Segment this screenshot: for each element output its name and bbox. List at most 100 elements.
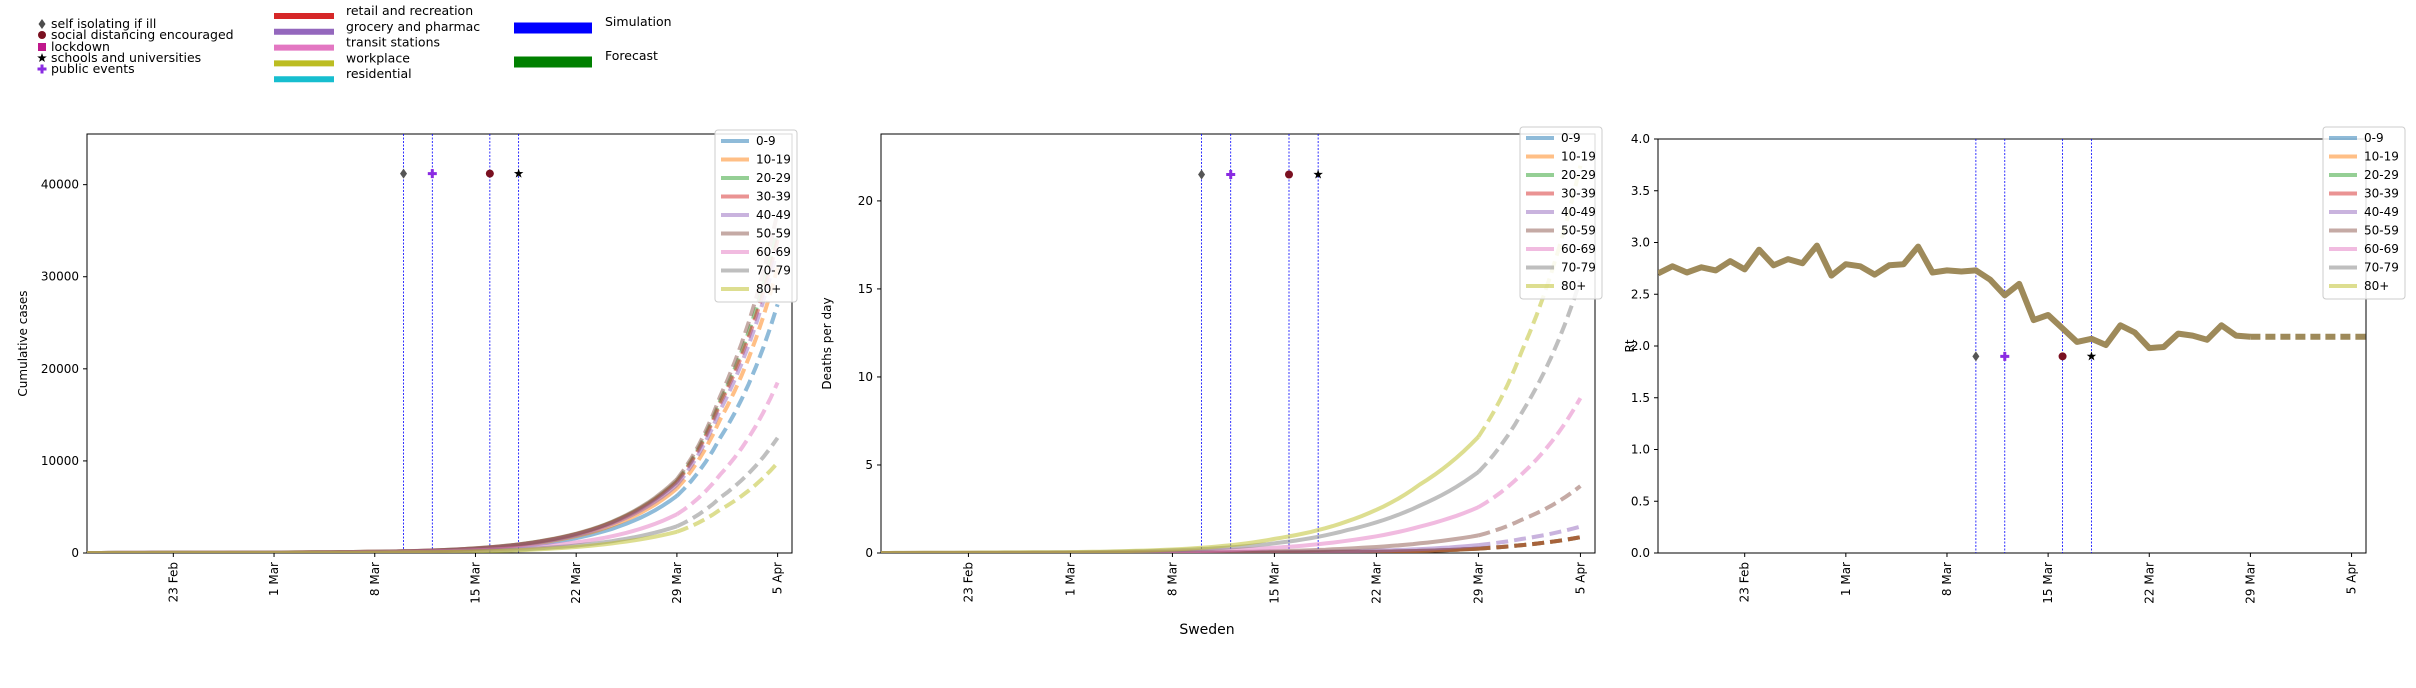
chart-panel-1: 0 10000 20000 30000 40000 23 Feb 1 Mar 8 Mar 15 …: [16, 129, 798, 604]
legend-entry: 20-29: [2364, 168, 2399, 182]
legend-label-mobility: transit stations: [346, 35, 440, 50]
intervention-marker: [2058, 352, 2067, 361]
legend-entry: 80+: [2364, 279, 2389, 293]
legend-label-intervention: social distancing encouraged: [51, 27, 234, 42]
legend-entry: 40-49: [2364, 205, 2399, 219]
legend-box: [714, 129, 798, 303]
legend-entry: 80+: [1561, 279, 1586, 293]
intervention-marker: [485, 169, 494, 178]
rt-line-simulation: [1658, 242, 2251, 352]
y-tick-label: 4.0: [1631, 132, 1650, 146]
intervention-marker: [1226, 169, 1236, 179]
x-tick-label: 8 Mar: [1940, 562, 1954, 596]
legend-entry: 80+: [756, 282, 781, 296]
y-tick-label: 3.0: [1631, 236, 1650, 250]
age-group-legend: 0-9 10-19 20-29 30-39 40-49 50-59 60-69 70-79 80…: [2322, 126, 2406, 300]
legend-entry: 60-69: [2364, 242, 2399, 256]
legend-entry: 0-9: [756, 134, 776, 148]
series-line-forecast: [675, 381, 780, 516]
x-tick-label: 23 Feb: [961, 562, 975, 602]
legend-entry: 30-39: [756, 190, 791, 204]
y-tick-label: 5: [865, 458, 873, 472]
x-tick-label: 5 Apr: [2345, 562, 2359, 594]
legend-label-mobility: residential: [346, 66, 412, 81]
x-tick-label: 8 Mar: [368, 562, 382, 596]
age-group-legend: 0-9 10-19 20-29 30-39 40-49 50-59 60-69 70-79 80…: [1519, 126, 1603, 300]
footer-country-label: Sweden: [1179, 622, 1234, 638]
y-tick-label: 0.0: [1631, 546, 1650, 560]
legend-entry: 70-79: [2364, 261, 2399, 275]
y-tick-label: 20000: [41, 362, 79, 376]
y-tick-label: 0: [865, 546, 873, 560]
series-line-forecast: [676, 436, 780, 529]
legend-box: [1519, 126, 1603, 300]
legend-entry: 30-39: [2364, 187, 2399, 201]
legend-entry: 20-29: [756, 171, 791, 185]
series-line-forecast: [1477, 397, 1583, 509]
x-tick-label: 1 Mar: [1063, 562, 1077, 596]
y-tick-label: 10000: [41, 454, 79, 468]
x-tick-label: 29 Mar: [1471, 562, 1485, 604]
legend-label-mobility: workplace: [346, 50, 410, 65]
series-line-simulation: [881, 435, 1480, 553]
legend-label-mobility: grocery and pharmac: [346, 19, 480, 34]
series-line-simulation: [87, 529, 678, 553]
y-tick-label: 15: [858, 282, 873, 296]
y-tick-label: 1.0: [1631, 443, 1650, 457]
legend-marker-circle: [38, 31, 46, 39]
series-line-simulation: [881, 470, 1480, 553]
chart-panels: 0 10000 20000 30000 40000 23 Feb 1 Mar 8 Mar 15 …: [16, 126, 2406, 604]
legend-entry: 10-19: [2364, 150, 2399, 164]
legend-marker-plus: [37, 64, 47, 74]
series-line-forecast: [676, 461, 780, 534]
plot-frame: [86, 133, 793, 554]
legend-entry: 70-79: [1561, 261, 1596, 275]
legend-entry: 40-49: [1561, 205, 1596, 219]
intervention-marker: [2086, 351, 2097, 361]
y-tick-label: 0.5: [1631, 494, 1650, 508]
legend-label-intervention: public events: [51, 61, 135, 76]
legend-label-model: Forecast: [605, 48, 658, 63]
series-line-forecast: [1478, 535, 1581, 551]
chart-panel-3: 0.0 0.5 1.0 1.5 2.0 2.5 3.0 3.5 4.0 23 Feb 1 Mar 8 …: [1623, 126, 2406, 604]
data-area: [87, 134, 780, 553]
legend-label-mobility: retail and recreation: [346, 3, 473, 18]
legend-marker-star: [37, 53, 47, 62]
y-tick-label: 20: [858, 194, 873, 208]
y-tick-label: 0: [71, 546, 79, 560]
x-tick-label: 22 Mar: [2142, 562, 2156, 604]
chart-panel-2: 0 5 10 15 20 23 Feb 1 Mar 8 Mar 15 Mar 22 Mar 29 M…: [820, 126, 1603, 604]
series-line-forecast: [1478, 535, 1581, 551]
age-group-legend: 0-9 10-19 20-29 30-39 40-49 50-59 60-69 70-79 80…: [714, 129, 798, 303]
intervention-marker: [427, 169, 437, 179]
legend-label-intervention: schools and universities: [51, 50, 201, 65]
intervention-marker: [1198, 169, 1206, 180]
legend-entry: 10-19: [756, 153, 791, 167]
legend-entry: 10-19: [1561, 150, 1596, 164]
y-tick-label: 1.5: [1631, 391, 1650, 405]
y-axis-label: Cumulative cases: [16, 290, 30, 396]
legend-entry: 0-9: [2364, 131, 2384, 145]
legend-entry: 40-49: [756, 208, 791, 222]
legend-entry: 20-29: [1561, 168, 1596, 182]
legend-entry: 70-79: [756, 264, 791, 278]
y-axis-label: Deaths per day: [820, 297, 834, 389]
legend-entry: 50-59: [756, 227, 791, 241]
legend-entry: 50-59: [1561, 224, 1596, 238]
data-area: [881, 134, 1583, 553]
x-tick-label: 5 Apr: [771, 562, 785, 594]
intervention-marker: [1972, 351, 1980, 362]
series-line-forecast: [1478, 535, 1581, 551]
intervention-marker: [1313, 169, 1323, 179]
series-line-forecast: [1476, 279, 1583, 474]
y-tick-label: 30000: [41, 270, 79, 284]
y-tick-label: 3.5: [1631, 184, 1650, 198]
legend-label-intervention: lockdown: [51, 39, 110, 54]
plot-frame: [880, 133, 1596, 554]
legend-marker-diamond: [38, 19, 46, 29]
legend-entry: 60-69: [756, 245, 791, 259]
x-tick-label: 1 Mar: [1839, 562, 1853, 596]
x-tick-label: 23 Feb: [1738, 562, 1752, 602]
